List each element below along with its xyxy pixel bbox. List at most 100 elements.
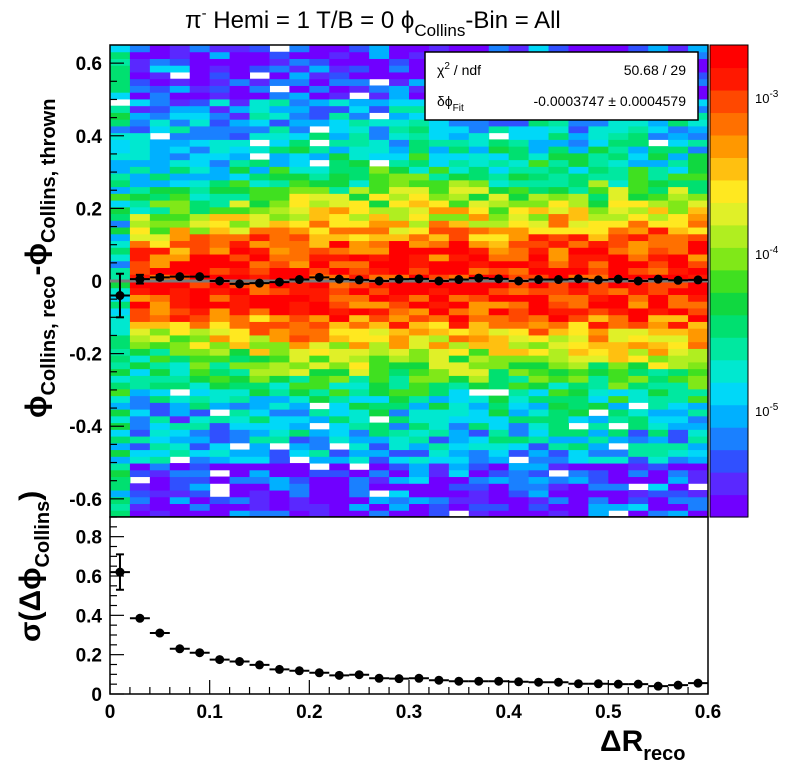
heatmap-cell xyxy=(668,173,689,181)
heatmap-cell xyxy=(448,483,470,491)
heatmap-cell xyxy=(588,301,609,309)
heatmap-cell xyxy=(488,348,510,356)
heatmap-cell xyxy=(229,78,251,86)
heatmap-cell xyxy=(269,490,290,498)
stats-chi2-label: χ2 / ndf xyxy=(437,61,481,78)
heatmap-cell xyxy=(648,496,669,505)
heatmap-cell xyxy=(309,51,330,59)
heatmap-cell xyxy=(468,422,490,430)
heatmap-cell xyxy=(548,267,569,275)
stats-dphi-label: δϕFit xyxy=(437,93,464,114)
heatmap-cell xyxy=(209,71,231,80)
heatmap-cell xyxy=(369,200,390,208)
heatmap-cell xyxy=(488,119,510,127)
heatmap-cell xyxy=(269,233,290,242)
heatmap-cell xyxy=(628,247,649,255)
heatmap-cell xyxy=(289,375,310,383)
heatmap-cell xyxy=(269,341,290,349)
heatmap-cell xyxy=(628,409,649,417)
heatmap-cell xyxy=(149,503,171,511)
heatmap-cell xyxy=(488,227,510,235)
heatmap-cell xyxy=(149,78,171,86)
heatmap-cell xyxy=(189,65,211,73)
heatmap-cell xyxy=(369,321,390,329)
heatmap-cell xyxy=(110,334,131,343)
heatmap-cell xyxy=(588,415,609,424)
heatmap-cell xyxy=(648,213,669,221)
heatmap-cell xyxy=(169,436,191,444)
heatmap-cell xyxy=(289,301,310,309)
heatmap-cell xyxy=(508,395,530,403)
heatmap-cell xyxy=(209,105,231,113)
heatmap-cell xyxy=(349,348,370,356)
heatmap-cell xyxy=(289,206,310,215)
heatmap-cell xyxy=(269,92,290,100)
heatmap-cell xyxy=(229,409,251,417)
heatmap-cell xyxy=(428,294,450,302)
heatmap-cell xyxy=(369,119,390,127)
heatmap-cell xyxy=(568,294,589,302)
heatmap-cell xyxy=(409,287,430,295)
heatmap-cell xyxy=(209,463,231,471)
heatmap-cell xyxy=(528,301,550,309)
heatmap-cell xyxy=(548,321,569,329)
heatmap-cell xyxy=(289,166,310,174)
heatmap-cell xyxy=(369,146,390,154)
heatmap-cell xyxy=(628,159,649,167)
heatmap-cell xyxy=(309,105,330,113)
heatmap-cell xyxy=(129,213,151,221)
title-charge: - xyxy=(202,5,207,22)
heatmap-cell xyxy=(329,355,350,363)
heatmap-cell xyxy=(588,449,609,457)
heatmap-cell xyxy=(169,321,191,329)
profile-point xyxy=(115,291,125,301)
stats-chi2-value: 50.68 / 29 xyxy=(624,62,686,78)
heatmap-cell xyxy=(488,159,510,167)
heatmap-cell xyxy=(488,200,510,208)
heatmap-cell xyxy=(129,78,151,86)
heatmap-cell xyxy=(229,112,251,120)
heatmap-cell xyxy=(448,409,470,417)
heatmap-cell xyxy=(110,375,131,383)
heatmap-cell xyxy=(249,112,270,120)
heatmap-cell xyxy=(309,233,330,242)
heatmap-cell xyxy=(149,314,171,322)
profile-point xyxy=(514,276,524,286)
heatmap-cell xyxy=(349,159,370,167)
heatmap-cell xyxy=(668,186,689,194)
resolution-point xyxy=(454,676,464,686)
heatmap-cell xyxy=(249,476,270,484)
heatmap-cell xyxy=(289,267,310,275)
heatmap-cell xyxy=(209,402,231,410)
heatmap-cell xyxy=(568,146,589,154)
heatmap-cell xyxy=(389,281,410,289)
heatmap-cell xyxy=(668,402,689,410)
heatmap-cell xyxy=(428,442,450,451)
heatmap-cell xyxy=(229,166,251,174)
heatmap-cell xyxy=(269,348,290,356)
resolution-point xyxy=(175,644,185,654)
heatmap-cell xyxy=(409,200,430,208)
heatmap-cell xyxy=(448,355,470,363)
heatmap-cell xyxy=(488,375,510,383)
colorbar-segment xyxy=(710,202,748,226)
heatmap-cell xyxy=(369,382,390,390)
heatmap-cell xyxy=(129,449,151,457)
heatmap-cell xyxy=(369,213,390,221)
heatmap-cell xyxy=(369,469,390,478)
heatmap-cell xyxy=(428,267,450,275)
heatmap-cell xyxy=(149,240,171,248)
heatmap-cell xyxy=(409,388,430,397)
heatmap-cell xyxy=(608,328,629,336)
heatmap-cell xyxy=(448,125,470,134)
heatmap-cell xyxy=(329,314,350,322)
heatmap-cell xyxy=(528,442,550,451)
heatmap-cell xyxy=(508,415,530,424)
heatmap-cell xyxy=(448,503,470,511)
heatmap-cell xyxy=(329,388,350,397)
heatmap-cell xyxy=(369,334,390,343)
heatmap-cell xyxy=(568,166,589,174)
heatmap-cell xyxy=(369,395,390,403)
colorbar-segment xyxy=(710,404,748,428)
